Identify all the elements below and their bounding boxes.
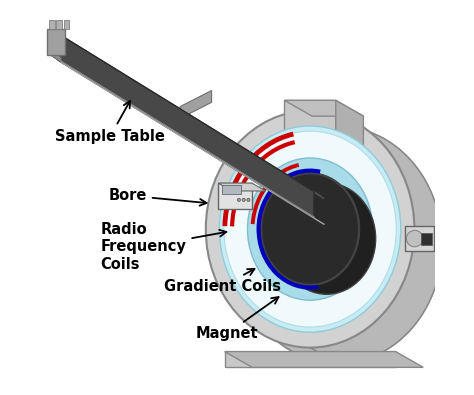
Ellipse shape	[206, 111, 414, 348]
Text: Gradient Coils: Gradient Coils	[164, 269, 281, 294]
Circle shape	[406, 230, 423, 247]
Text: Sample Table: Sample Table	[55, 101, 165, 144]
Polygon shape	[225, 352, 423, 367]
Polygon shape	[51, 30, 324, 199]
Polygon shape	[56, 20, 62, 30]
Polygon shape	[225, 352, 396, 367]
Ellipse shape	[233, 126, 442, 363]
FancyBboxPatch shape	[222, 185, 241, 194]
Polygon shape	[180, 90, 211, 118]
FancyBboxPatch shape	[405, 226, 434, 252]
Polygon shape	[310, 111, 442, 363]
Circle shape	[242, 198, 245, 201]
Polygon shape	[336, 100, 364, 148]
FancyBboxPatch shape	[218, 183, 252, 209]
Polygon shape	[51, 55, 324, 224]
FancyBboxPatch shape	[421, 233, 432, 245]
Circle shape	[247, 198, 250, 201]
Polygon shape	[218, 183, 265, 191]
Ellipse shape	[261, 173, 359, 285]
Ellipse shape	[224, 131, 396, 327]
Text: Radio
Frequency
Coils: Radio Frequency Coils	[101, 222, 227, 272]
Polygon shape	[51, 30, 314, 217]
Ellipse shape	[278, 183, 376, 294]
Polygon shape	[284, 100, 336, 132]
Polygon shape	[64, 20, 69, 30]
Polygon shape	[47, 30, 65, 55]
Circle shape	[237, 198, 240, 201]
Polygon shape	[51, 51, 61, 62]
Ellipse shape	[219, 126, 401, 332]
Text: Bore: Bore	[109, 188, 207, 206]
Text: Magnet: Magnet	[196, 297, 279, 341]
Ellipse shape	[261, 173, 359, 285]
Polygon shape	[284, 100, 364, 116]
Polygon shape	[49, 20, 55, 30]
Ellipse shape	[247, 158, 373, 300]
